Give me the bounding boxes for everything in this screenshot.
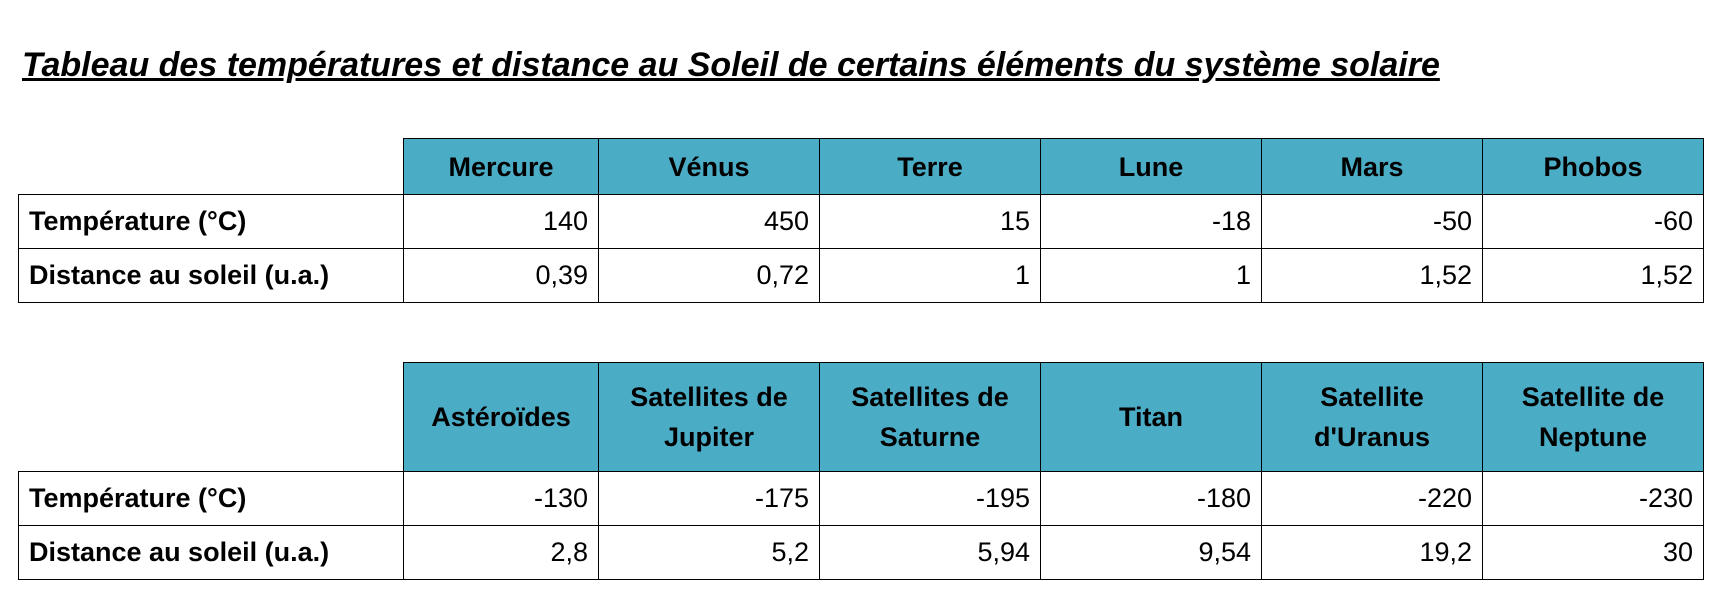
table-cell: -130 — [403, 471, 599, 526]
row-label: Température (°C) — [18, 471, 404, 526]
header-row: Astéroïdes Satellites de Jupiter Satellite… — [19, 362, 1704, 472]
table-cell: 1 — [819, 248, 1041, 303]
data-table: Astéroïdes Satellites de Jupiter Satellite… — [18, 362, 1704, 580]
table-cell: -175 — [598, 471, 820, 526]
table-row: Distance au soleil (u.a.) 2,8 5,2 5,94 9,54 1… — [18, 525, 1704, 580]
header-row: Mercure Vénus Terre Lune Mars Phobos — [19, 138, 1704, 195]
column-header: Mercure — [403, 138, 599, 195]
table-cell: 15 — [819, 194, 1041, 249]
table-cell: -18 — [1040, 194, 1262, 249]
column-header: Satellite d'Uranus — [1261, 362, 1483, 472]
table-cell: 0,39 — [403, 248, 599, 303]
table-cell: 140 — [403, 194, 599, 249]
table-cell: 450 — [598, 194, 820, 249]
table-cell: 5,94 — [819, 525, 1041, 580]
table-cell: -220 — [1261, 471, 1483, 526]
table-cell: -60 — [1482, 194, 1704, 249]
column-header: Satellite de Neptune — [1482, 362, 1704, 472]
table-cell: -195 — [819, 471, 1041, 526]
table-cell: 5,2 — [598, 525, 820, 580]
column-header: Vénus — [598, 138, 820, 195]
corner-cell — [19, 139, 404, 195]
document-title: Tableau des températures et distance au … — [22, 46, 1440, 84]
row-label: Distance au soleil (u.a.) — [18, 248, 404, 303]
table-cell: 9,54 — [1040, 525, 1262, 580]
column-header: Titan — [1040, 362, 1262, 472]
row-label: Température (°C) — [18, 194, 404, 249]
column-header: Mars — [1261, 138, 1483, 195]
table-cell: 1 — [1040, 248, 1262, 303]
table-row: Température (°C) -130 -175 -195 -180 -220 -230 — [18, 471, 1704, 526]
row-label: Distance au soleil (u.a.) — [18, 525, 404, 580]
column-header: Lune — [1040, 138, 1262, 195]
table-cell: 30 — [1482, 525, 1704, 580]
table-cell: -180 — [1040, 471, 1262, 526]
table-cell: 2,8 — [403, 525, 599, 580]
column-header: Satellites de Jupiter — [598, 362, 820, 472]
column-header: Phobos — [1482, 138, 1704, 195]
table-cell: 1,52 — [1482, 248, 1704, 303]
column-header: Astéroïdes — [403, 362, 599, 472]
column-header: Satellites de Saturne — [819, 362, 1041, 472]
data-table: Mercure Vénus Terre Lune Mars Phobos Températu… — [18, 138, 1704, 303]
table-cell: -50 — [1261, 194, 1483, 249]
table-cell: -230 — [1482, 471, 1704, 526]
table-row: Température (°C) 140 450 15 -18 -50 -60 — [18, 194, 1704, 249]
table-cell: 0,72 — [598, 248, 820, 303]
column-header: Terre — [819, 138, 1041, 195]
table-cell: 1,52 — [1261, 248, 1483, 303]
table-row: Distance au soleil (u.a.) 0,39 0,72 1 1 1,52 1… — [18, 248, 1704, 303]
table-cell: 19,2 — [1261, 525, 1483, 580]
corner-cell — [19, 363, 404, 472]
